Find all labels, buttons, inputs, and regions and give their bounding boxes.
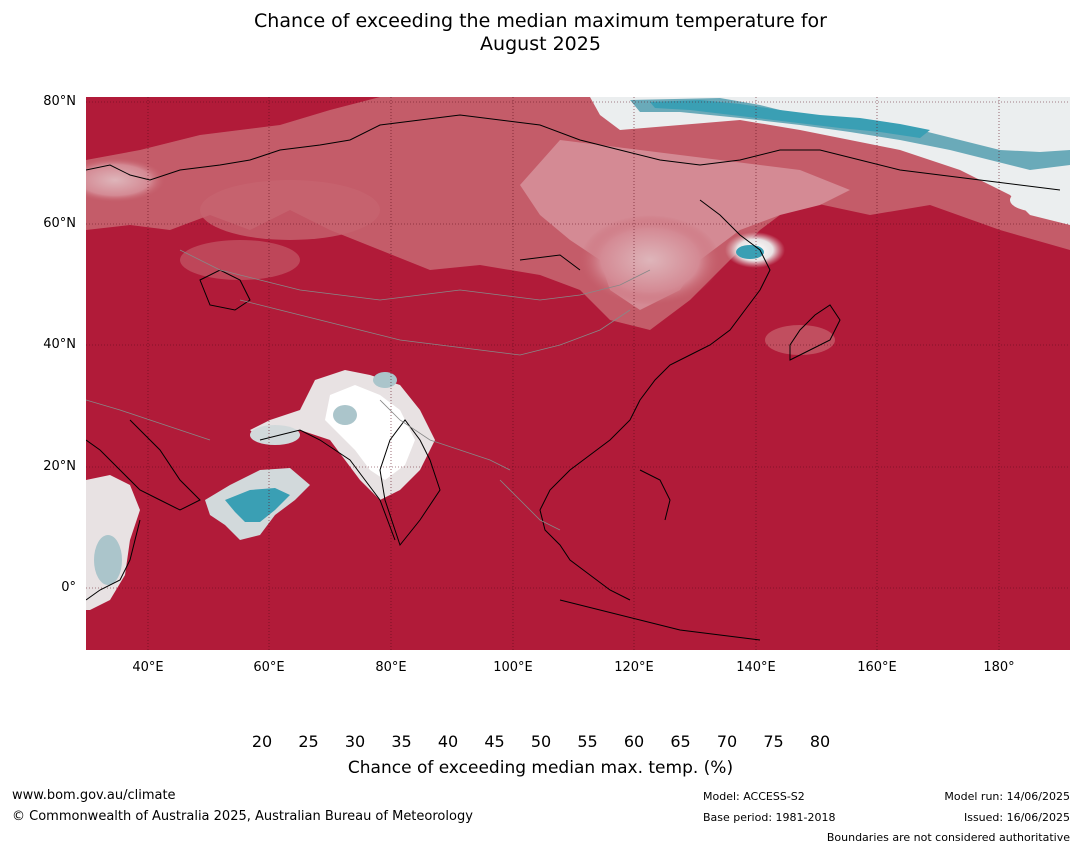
issued-text: Issued: 16/06/2025 [963, 811, 1070, 824]
lat-label: 40°N [43, 337, 76, 352]
probability-region-india-cool [333, 405, 357, 425]
disclaimer-text: Boundaries are not considered authoritat… [826, 831, 1070, 844]
probability-region-japan-sea [765, 325, 835, 355]
graticule [86, 97, 1070, 650]
probability-region-arctic [590, 97, 1070, 225]
probability-region-arabian-sea-blue [225, 488, 290, 522]
probability-region-caspian [180, 240, 300, 280]
lon-label: 80°E [375, 660, 407, 675]
website-link[interactable]: www.bom.gov.au/climate [12, 788, 176, 803]
map-field [86, 97, 1070, 650]
model-text: Model: ACCESS-S2 [703, 790, 805, 803]
colorbar-tick-label: 75 [763, 732, 784, 751]
colorbar-tick-label: 40 [437, 732, 459, 751]
colorbar-tick-label: 70 [716, 732, 738, 751]
colorbar-tick-label: 30 [344, 732, 366, 751]
probability-region-africa-cool [94, 535, 122, 585]
lon-label: 40°E [132, 660, 164, 675]
probability-region-gulf [250, 425, 300, 445]
colorbar-tick-label: 50 [530, 732, 552, 751]
chart-title-line1: Chance of exceeding the median maximum t… [254, 10, 827, 32]
probability-region-mongolia [580, 215, 720, 305]
lat-label: 20°N [43, 459, 76, 474]
colorbar-label: Chance of exceeding median max. temp. (%… [347, 758, 734, 778]
lat-label: 60°N [43, 216, 76, 231]
probability-region-scandinavia [86, 158, 165, 202]
lat-label: 0° [61, 580, 76, 595]
lat-label: 80°N [43, 94, 76, 109]
lon-label: 180° [983, 660, 1015, 675]
colorbar-tick-label: 65 [670, 732, 691, 751]
forecast-map [86, 97, 1070, 650]
chart-title-line2: August 2025 [480, 33, 601, 55]
probability-region-okhotsk-blue [736, 245, 764, 259]
coastlines [86, 114, 1061, 641]
colorbar-tick-label: 80 [809, 732, 831, 751]
lon-label: 140°E [736, 660, 776, 675]
probability-region-arctic-teal [650, 100, 930, 138]
copyright-text: © Commonwealth of Australia 2025, Austra… [12, 809, 473, 824]
colorbar-tick-label: 60 [623, 732, 645, 751]
probability-region-kashmir [373, 372, 397, 388]
probability-region-bering [1010, 188, 1070, 212]
colorbar-tick-label: 45 [484, 732, 505, 751]
lon-label: 160°E [857, 660, 897, 675]
model-run-text: Model run: 14/06/2025 [944, 790, 1070, 803]
colorbar-tick-label: 35 [391, 732, 412, 751]
lon-label: 60°E [253, 660, 285, 675]
country-boundaries [86, 249, 651, 531]
colorbar-tick-label: 55 [577, 732, 598, 751]
probability-region-westsiberia [200, 180, 380, 240]
base-period-text: Base period: 1981-2018 [703, 811, 836, 824]
lon-label: 100°E [493, 660, 533, 675]
colorbar-tick-label: 25 [298, 732, 319, 751]
lon-label: 120°E [614, 660, 654, 675]
colorbar-tick-label: 20 [251, 732, 273, 751]
